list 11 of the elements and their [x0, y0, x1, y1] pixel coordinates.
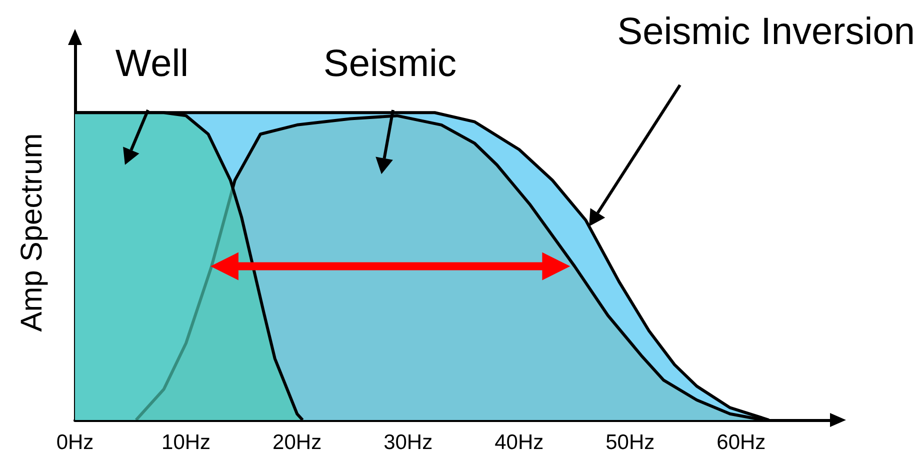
series-label: Well — [115, 43, 189, 85]
x-tick-label: 60Hz — [716, 431, 766, 454]
y-axis-title: Amp Spectrum — [16, 133, 48, 332]
x-tick-label: 10Hz — [162, 431, 211, 454]
text: Seismic Inversion — [617, 11, 915, 53]
series-label: Seismic — [323, 43, 457, 85]
x-tick-label: 0Hz — [56, 431, 94, 454]
x-tick-label: 20Hz — [272, 431, 322, 454]
x-tick-label: 40Hz — [494, 431, 544, 454]
x-tick-label: 30Hz — [384, 431, 433, 454]
x-tick-label: 50Hz — [606, 431, 655, 454]
